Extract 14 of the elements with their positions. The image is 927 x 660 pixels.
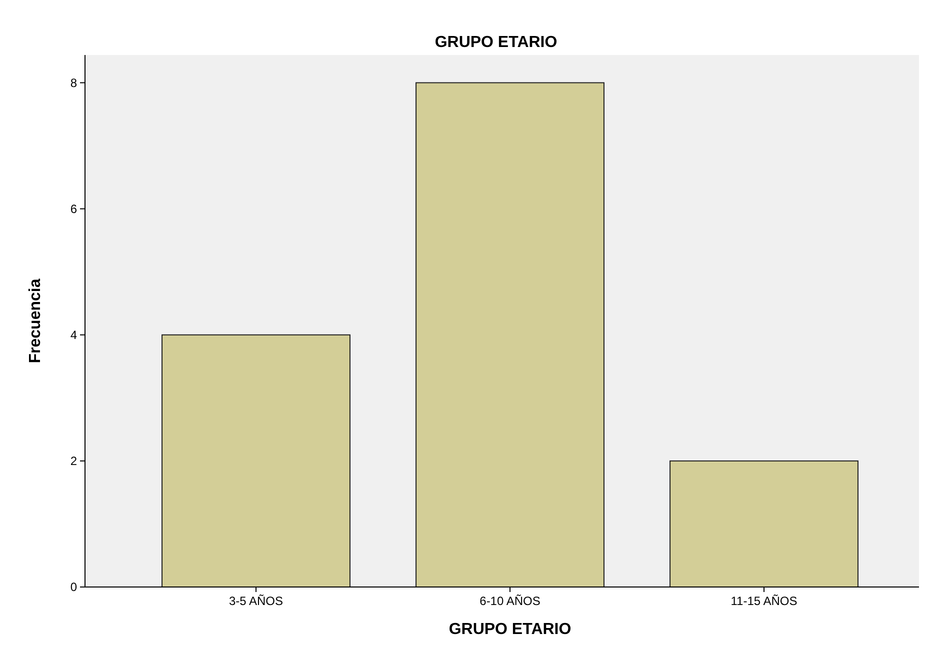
- y-tick-label: 8: [70, 76, 78, 90]
- chart-title: GRUPO ETARIO: [434, 34, 558, 51]
- bar: [162, 334, 350, 588]
- x-axis-title: GRUPO ETARIO: [448, 621, 572, 638]
- x-tick-label: 3-5 AÑOS: [228, 594, 284, 608]
- y-tick-label: 4: [70, 328, 78, 342]
- x-tick-label: 11-15 AÑOS: [730, 594, 798, 608]
- bar: [416, 82, 604, 588]
- y-tick-label: 6: [70, 202, 78, 216]
- y-tick-label: 0: [70, 580, 78, 594]
- bar: [670, 460, 858, 588]
- x-tick-label: 6-10 AÑOS: [480, 594, 540, 608]
- y-axis-title: Frecuencia: [27, 278, 44, 364]
- y-tick-label: 2: [70, 454, 78, 468]
